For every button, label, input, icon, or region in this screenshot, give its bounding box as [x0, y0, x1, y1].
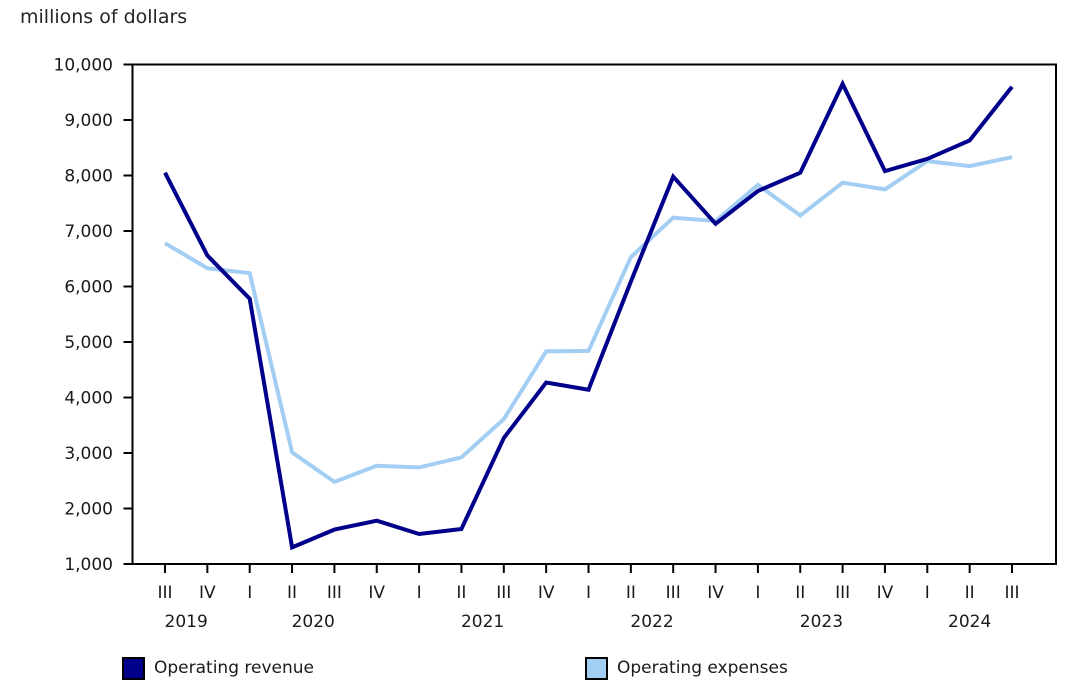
line-chart: 1,000 2,000 3,000 4,000 5,000 6,000 7,000 8,000…: [54, 56, 1057, 632]
x-tick-label: II: [456, 583, 466, 603]
x-tick-label: III: [666, 583, 681, 603]
x-tick-label: III: [835, 583, 850, 603]
plot-frame: [131, 63, 1057, 565]
x-tick-label: I: [925, 583, 930, 603]
x-tick-label: IV: [707, 583, 724, 603]
x-tick-label: IV: [538, 583, 555, 603]
expenses-legend-swatch: [585, 656, 608, 680]
x-tick-label: IV: [877, 583, 894, 603]
year-label: 2023: [800, 612, 843, 632]
x-tick-label: IV: [199, 583, 216, 603]
revenue-legend-label: Operating revenue: [154, 658, 314, 678]
y-tick-label: 3,000: [64, 444, 113, 464]
legend-item-operating-revenue: Operating revenue: [122, 656, 314, 680]
expenses-legend-label: Operating expenses: [617, 658, 788, 678]
y-tick-label: 4,000: [64, 389, 113, 409]
x-tick-label: II: [965, 583, 975, 603]
legend-item-operating-expenses: Operating expenses: [585, 656, 788, 680]
y-tick-label: 8,000: [64, 167, 113, 187]
y-tick-label: 1,000: [64, 555, 113, 575]
series-line-operating-revenue: [163, 79, 1014, 551]
year-label: 2019: [165, 612, 208, 632]
x-tick-label: III: [157, 583, 172, 603]
y-tick-label: 2,000: [64, 500, 113, 520]
x-tick-label: III: [496, 583, 511, 603]
y-tick-label: 5,000: [64, 333, 113, 353]
x-tick-label: I: [247, 583, 252, 603]
year-label: 2021: [461, 612, 504, 632]
year-label: 2022: [630, 612, 673, 632]
x-tick-label: II: [795, 583, 805, 603]
x-tick-label: III: [1004, 583, 1019, 603]
x-tick-label: I: [417, 583, 422, 603]
series-line-operating-expenses: [163, 155, 1013, 485]
x-tick-label: III: [327, 583, 342, 603]
y-tick-label: 7,000: [64, 222, 113, 242]
x-tick-label: I: [755, 583, 760, 603]
x-tick-label: II: [287, 583, 297, 603]
revenue-legend-swatch: [122, 656, 145, 680]
y-tick-label: 6,000: [64, 278, 113, 298]
chart-legend: Operating revenue Operating expenses: [0, 656, 1087, 686]
y-tick-label: 10,000: [54, 56, 113, 76]
year-label: 2020: [292, 612, 335, 632]
x-tick-label: II: [626, 583, 636, 603]
x-tick-label: IV: [368, 583, 385, 603]
x-tick-label: I: [586, 583, 591, 603]
chart-title: millions of dollars: [20, 6, 188, 28]
y-tick-label: 9,000: [64, 111, 113, 131]
year-label: 2024: [948, 612, 991, 632]
